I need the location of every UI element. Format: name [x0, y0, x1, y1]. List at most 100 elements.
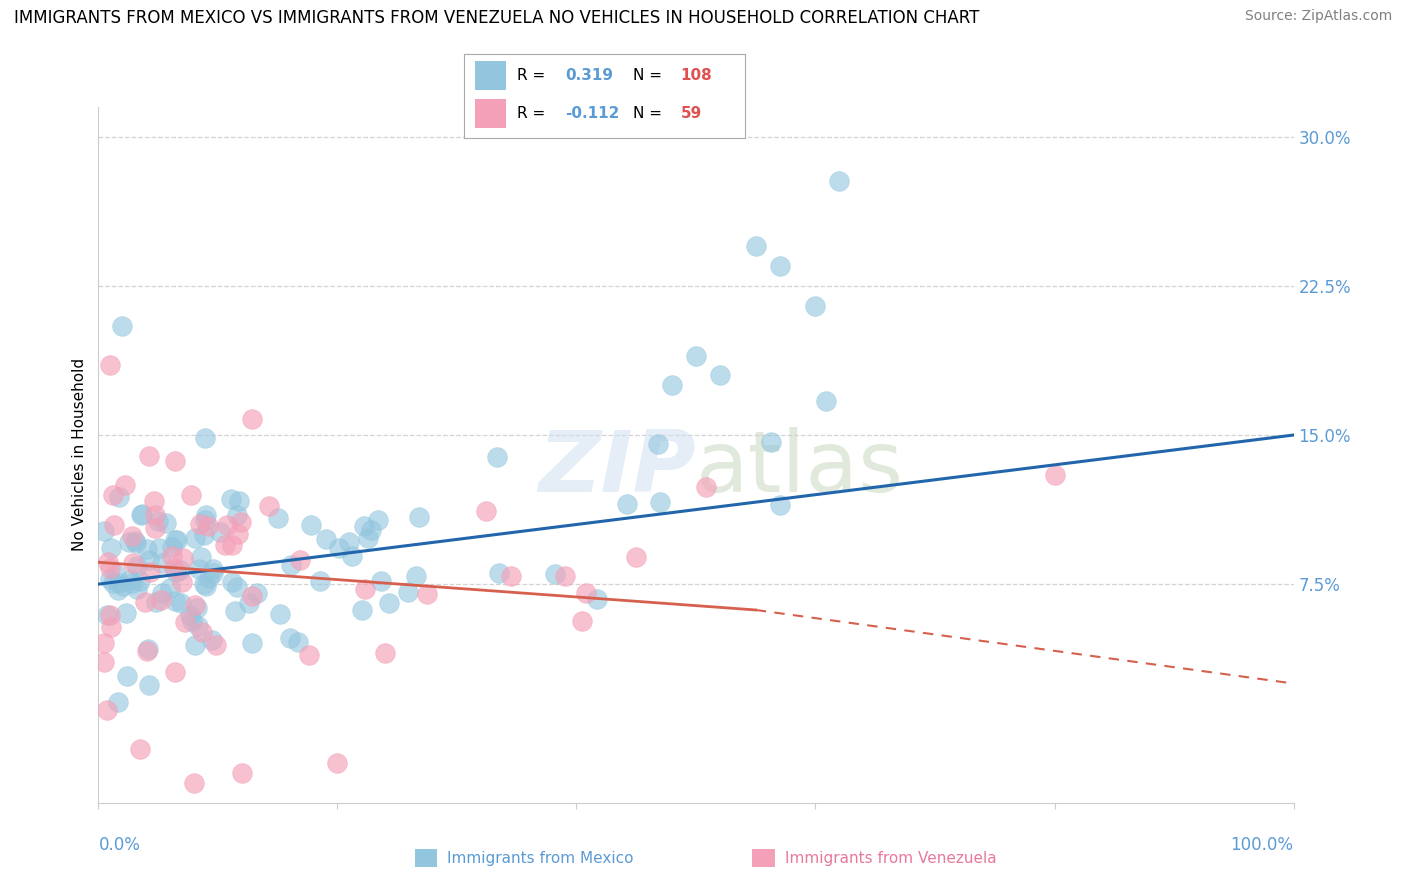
Point — [231, 515, 253, 529]
Point — [143, 508, 166, 523]
Point — [179, 607, 201, 622]
Point — [138, 553, 160, 567]
Point — [163, 665, 186, 679]
Point — [228, 493, 250, 508]
Point — [240, 589, 263, 603]
Point — [146, 514, 169, 528]
Text: 0.319: 0.319 — [565, 68, 613, 83]
Point — [124, 534, 146, 549]
Point — [814, 393, 837, 408]
Point — [828, 173, 851, 187]
Point — [571, 614, 593, 628]
Point — [709, 368, 731, 383]
Point — [138, 449, 160, 463]
Point — [195, 508, 218, 522]
Point — [377, 596, 399, 610]
Point — [98, 359, 122, 373]
Point — [163, 533, 186, 547]
Point — [416, 587, 439, 601]
Point — [194, 513, 217, 527]
Point — [143, 494, 166, 508]
Point — [342, 549, 364, 563]
Text: 108: 108 — [681, 68, 713, 83]
Point — [194, 431, 217, 445]
Point — [367, 513, 389, 527]
Point — [225, 580, 247, 594]
Point — [98, 572, 121, 586]
Point — [226, 508, 249, 523]
Point — [121, 576, 143, 591]
Point — [184, 638, 207, 652]
Point — [298, 648, 321, 662]
Point — [108, 575, 131, 590]
Point — [616, 497, 638, 511]
Point — [257, 499, 280, 513]
Point — [350, 603, 373, 617]
Point — [138, 565, 160, 579]
Point — [127, 558, 149, 573]
Point — [129, 742, 152, 756]
Point — [360, 523, 382, 537]
Point — [1043, 467, 1066, 482]
Point — [193, 576, 215, 591]
Point — [107, 695, 129, 709]
Point — [190, 550, 212, 565]
Point — [165, 453, 187, 467]
Point — [647, 436, 669, 450]
Point — [405, 569, 427, 583]
Point — [198, 571, 221, 585]
Y-axis label: No Vehicles in Household: No Vehicles in Household — [72, 359, 87, 551]
Point — [122, 557, 145, 571]
Point — [544, 567, 567, 582]
Point — [172, 551, 194, 566]
Point — [166, 533, 188, 547]
Point — [180, 488, 202, 502]
Point — [97, 555, 120, 569]
Point — [188, 562, 211, 576]
Point — [575, 586, 598, 600]
Point — [624, 550, 647, 565]
Point — [170, 575, 193, 590]
Point — [315, 532, 337, 546]
Point — [191, 625, 214, 640]
Point — [155, 516, 177, 531]
Text: Immigrants from Venezuela: Immigrants from Venezuela — [785, 851, 997, 865]
Text: atlas: atlas — [696, 427, 904, 510]
Point — [269, 607, 291, 622]
Point — [150, 585, 173, 599]
Point — [165, 594, 187, 608]
Point — [98, 608, 121, 623]
Point — [145, 595, 167, 609]
Point — [240, 636, 263, 650]
Point — [485, 450, 508, 464]
Point — [125, 582, 148, 597]
Point — [280, 558, 302, 572]
Text: IMMIGRANTS FROM MEXICO VS IMMIGRANTS FROM VENEZUELA NO VEHICLES IN HOUSEHOLD COR: IMMIGRANTS FROM MEXICO VS IMMIGRANTS FRO… — [14, 9, 980, 27]
Point — [134, 595, 156, 609]
Point — [768, 259, 790, 273]
Point — [201, 566, 224, 580]
Point — [193, 528, 215, 542]
Point — [685, 349, 707, 363]
Point — [278, 631, 301, 645]
Text: ZIP: ZIP — [538, 427, 696, 510]
Point — [190, 517, 212, 532]
Point — [160, 540, 183, 554]
Point — [111, 318, 134, 333]
Bar — [475, 62, 506, 90]
Point — [108, 491, 131, 505]
Text: N =: N = — [633, 106, 666, 121]
Point — [112, 579, 135, 593]
Point — [201, 632, 224, 647]
Bar — [475, 99, 506, 128]
Point — [115, 606, 138, 620]
Point — [231, 766, 253, 780]
Point — [374, 646, 396, 660]
Point — [184, 598, 207, 612]
Point — [135, 643, 157, 657]
Point — [396, 585, 419, 599]
Point — [103, 575, 125, 590]
Point — [761, 434, 783, 449]
Text: R =: R = — [517, 68, 551, 83]
Point — [197, 519, 219, 533]
